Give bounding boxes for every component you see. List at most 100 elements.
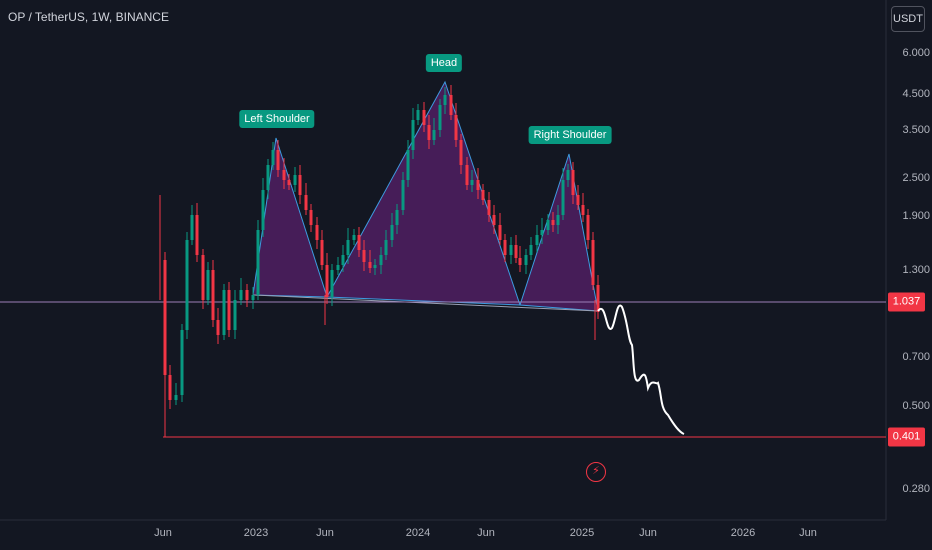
- candle-body: [239, 290, 243, 300]
- candle-body: [566, 170, 570, 180]
- candle-body: [586, 215, 590, 240]
- candle-body: [287, 180, 291, 185]
- candle-body: [298, 175, 302, 195]
- candle-body: [476, 180, 480, 190]
- candle-body: [406, 150, 410, 180]
- candle-body: [185, 240, 189, 330]
- candle-body: [362, 250, 366, 262]
- time-tick: 2023: [243, 527, 269, 539]
- candle-body: [180, 330, 184, 395]
- time-tick: Jun: [316, 527, 334, 539]
- candle-body: [422, 110, 426, 125]
- candle-body: [201, 255, 205, 300]
- price-tick: 2.500: [902, 172, 930, 184]
- symbol-title: OP / TetherUS, 1W, BINANCE: [8, 10, 169, 24]
- candle-body: [379, 255, 383, 265]
- price-tick: 0.280: [902, 483, 930, 495]
- time-tick: 2026: [730, 527, 756, 539]
- time-tick: Jun: [639, 527, 657, 539]
- candle-body: [546, 220, 550, 230]
- candle-body: [195, 215, 199, 255]
- annotation-right-shoulder[interactable]: Right Shoulder: [528, 126, 612, 144]
- currency-unit-button[interactable]: USDT: [891, 6, 925, 32]
- price-tick: 1.900: [902, 210, 930, 222]
- candle-body: [465, 165, 469, 185]
- target-price-tag: 0.401: [888, 427, 925, 447]
- right-shoulder-triangle: [519, 153, 599, 312]
- candle-body: [346, 240, 350, 255]
- price-tick: 0.500: [902, 400, 930, 412]
- candle-body: [556, 215, 560, 225]
- candle-body: [535, 235, 539, 245]
- candle-body: [514, 245, 518, 258]
- candle-body: [368, 262, 372, 268]
- candle-body: [384, 240, 388, 255]
- candle-body: [487, 200, 491, 215]
- annotation-head[interactable]: Head: [425, 54, 463, 72]
- candle-body: [503, 240, 507, 255]
- candle-body: [282, 170, 286, 180]
- price-tick: 1.300: [902, 264, 930, 276]
- candle-body: [481, 190, 485, 200]
- candle-body: [529, 245, 533, 255]
- candle-body: [518, 258, 522, 265]
- candle-body: [492, 215, 496, 225]
- candle-body: [395, 210, 399, 225]
- flash-icon[interactable]: ⚡: [586, 462, 606, 482]
- candle-body: [470, 180, 474, 185]
- candle-body: [325, 265, 329, 297]
- time-tick: Jun: [799, 527, 817, 539]
- candle-body: [509, 245, 513, 255]
- price-tick: 4.500: [902, 88, 930, 100]
- candle-body: [261, 190, 265, 230]
- candle-body: [443, 95, 447, 105]
- time-tick: Jun: [477, 527, 495, 539]
- candle-body: [401, 180, 405, 210]
- candle-body: [222, 290, 226, 335]
- candle-body: [304, 195, 308, 210]
- projection-path: [597, 304, 685, 435]
- candle-body: [266, 165, 270, 190]
- candle-body: [432, 130, 436, 140]
- candle-body: [524, 255, 528, 265]
- candle-body: [551, 220, 555, 225]
- candle-body: [276, 150, 280, 170]
- candle-body: [271, 150, 275, 165]
- candle-body: [245, 290, 249, 300]
- candle-body: [174, 395, 178, 400]
- candle-body: [168, 375, 172, 400]
- candle-body: [427, 125, 431, 140]
- candle-body: [540, 230, 544, 235]
- candle-body: [591, 240, 595, 285]
- candle-body: [315, 225, 319, 240]
- candle-body: [233, 300, 237, 330]
- time-tick: 2024: [405, 527, 431, 539]
- candle-body: [438, 105, 442, 130]
- candle-body: [190, 215, 194, 240]
- candle-body: [227, 290, 231, 330]
- candle-body: [571, 170, 575, 195]
- candle-body: [163, 260, 167, 375]
- annotation-left-shoulder[interactable]: Left Shoulder: [239, 110, 315, 128]
- candle-body: [449, 95, 453, 115]
- candle-body: [206, 270, 210, 300]
- price-tick: 3.500: [902, 124, 930, 136]
- candle-body: [309, 210, 313, 225]
- candle-body: [336, 265, 340, 270]
- candle-body: [352, 235, 356, 240]
- candle-body: [216, 320, 220, 335]
- price-tick: 0.700: [902, 351, 930, 363]
- candle-body: [411, 120, 415, 150]
- candles: [159, 85, 600, 437]
- candle-body: [390, 225, 394, 240]
- candle-body: [416, 110, 420, 120]
- candle-body: [256, 230, 260, 295]
- candle-body: [581, 205, 585, 215]
- current-price-tag: 1.037: [888, 292, 925, 312]
- candle-body: [596, 285, 600, 312]
- candle-body: [341, 255, 345, 265]
- candle-body: [357, 235, 361, 250]
- candle-body: [251, 295, 255, 300]
- candle-body: [330, 270, 334, 297]
